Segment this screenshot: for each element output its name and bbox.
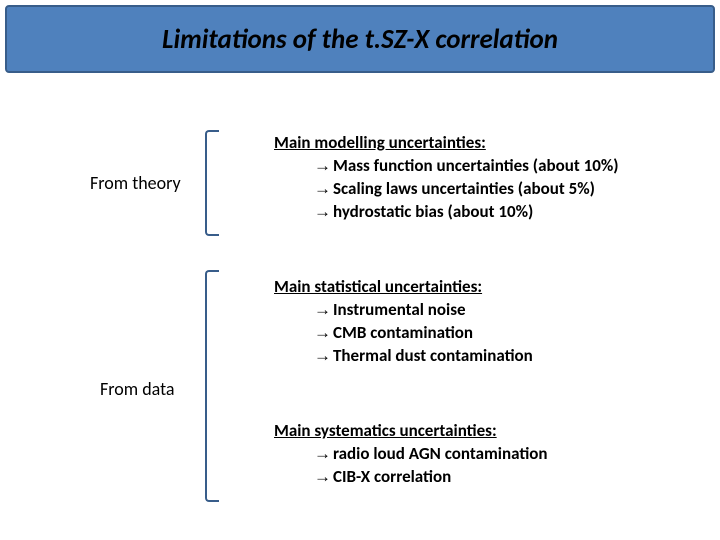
slide-title: Limitations of the t.SZ-X correlation <box>162 23 558 56</box>
block-systematics: Main systematics uncertainties: →radio l… <box>274 420 694 489</box>
item-text: Thermal dust contamination <box>333 345 533 366</box>
item-text: CMB contamination <box>333 322 473 343</box>
arrow-icon: → <box>314 322 331 345</box>
arrow-icon: → <box>314 345 331 368</box>
list-item: →Thermal dust contamination <box>274 345 694 368</box>
item-text: radio loud AGN contamination <box>333 443 548 464</box>
heading-modelling: Main modelling uncertainties: <box>274 132 694 155</box>
list-item: →CIB-X correlation <box>274 466 694 489</box>
arrow-icon: → <box>314 299 331 322</box>
list-item: →hydrostatic bias (about 10%) <box>274 201 694 224</box>
arrow-icon: → <box>314 155 331 178</box>
list-item: →Scaling laws uncertainties (about 5%) <box>274 178 694 201</box>
title-bar: Limitations of the t.SZ-X correlation <box>5 5 715 73</box>
label-from-data: From data <box>100 378 175 400</box>
arrow-icon: → <box>314 443 331 466</box>
item-text: hydrostatic bias (about 10%) <box>333 201 533 222</box>
arrow-icon: → <box>314 178 331 201</box>
block-statistical: Main statistical uncertainties: →Instrum… <box>274 276 694 368</box>
item-text: Scaling laws uncertainties (about 5%) <box>333 178 595 199</box>
arrow-icon: → <box>314 201 331 224</box>
list-item: →Mass function uncertainties (about 10%) <box>274 155 694 178</box>
item-text: CIB-X correlation <box>333 466 451 487</box>
label-from-theory: From theory <box>90 172 181 194</box>
heading-statistical: Main statistical uncertainties: <box>274 276 694 299</box>
item-text: Instrumental noise <box>333 299 466 320</box>
bracket-theory <box>205 130 219 236</box>
heading-systematics: Main systematics uncertainties: <box>274 420 694 443</box>
arrow-icon: → <box>314 466 331 489</box>
list-item: →Instrumental noise <box>274 299 694 322</box>
item-text: Mass function uncertainties (about 10%) <box>333 155 619 176</box>
list-item: →radio loud AGN contamination <box>274 443 694 466</box>
list-item: →CMB contamination <box>274 322 694 345</box>
block-modelling: Main modelling uncertainties: →Mass func… <box>274 132 694 224</box>
bracket-data <box>205 270 219 502</box>
